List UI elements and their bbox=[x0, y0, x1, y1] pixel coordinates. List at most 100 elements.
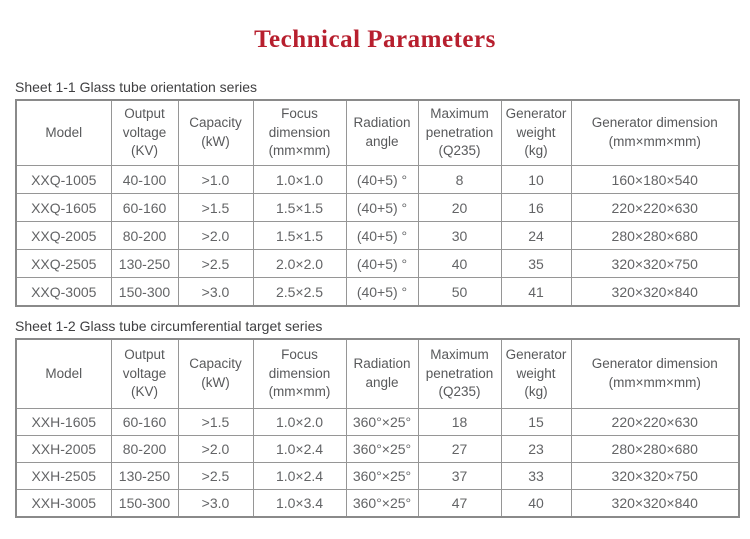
table-cell: XXH-1605 bbox=[15, 408, 112, 436]
table-cell: 18 bbox=[417, 408, 502, 436]
table-cell: 1.0×1.0 bbox=[252, 165, 347, 194]
table-cell: (40+5) ° bbox=[345, 221, 419, 250]
table-cell: XXQ-3005 bbox=[15, 277, 112, 307]
table-cell: 360°×25° bbox=[345, 462, 419, 490]
table-header: Model Output voltage (KV) Capacity (kW) Foc… bbox=[15, 338, 740, 409]
glass-tube-orientation-table: Model Output voltage (KV) Capacity (kW) Foc… bbox=[15, 99, 740, 307]
table-cell: XXH-2005 bbox=[15, 435, 112, 463]
table-cell: >2.5 bbox=[177, 462, 254, 490]
table-row: XXH-3005 150-300 >3.0 1.0×3.4 360°×25° 47 40 32… bbox=[15, 489, 740, 518]
table-cell: 1.0×3.4 bbox=[252, 489, 347, 518]
table-cell: XXQ-2005 bbox=[15, 221, 112, 250]
header-cell: Radiation angle bbox=[345, 99, 419, 166]
table-cell: 1.0×2.4 bbox=[252, 462, 347, 490]
table-row: XXH-2005 80-200 >2.0 1.0×2.4 360°×25° 27 23 280… bbox=[15, 435, 740, 463]
table-row: XXQ-1605 60-160 >1.5 1.5×1.5 (40+5) ° 20 16 220… bbox=[15, 193, 740, 222]
table-cell: 150-300 bbox=[110, 277, 179, 307]
table-row: XXQ-2005 80-200 >2.0 1.5×1.5 (40+5) ° 30 24 280… bbox=[15, 221, 740, 250]
table-cell: 280×280×680 bbox=[570, 435, 740, 463]
table-cell: 280×280×680 bbox=[570, 221, 740, 250]
header-cell: Capacity (kW) bbox=[177, 338, 254, 409]
table-cell: 16 bbox=[500, 193, 572, 222]
header-cell: Maximum penetration (Q235) bbox=[417, 99, 502, 166]
table-cell: 320×320×840 bbox=[570, 489, 740, 518]
table-cell: (40+5) ° bbox=[345, 165, 419, 194]
table-cell: 30 bbox=[417, 221, 502, 250]
header-cell: Generator weight (kg) bbox=[500, 99, 572, 166]
table-cell: 320×320×750 bbox=[570, 249, 740, 278]
table-cell: 41 bbox=[500, 277, 572, 307]
table-cell: >3.0 bbox=[177, 277, 254, 307]
table-cell: 40 bbox=[417, 249, 502, 278]
table-row: XXQ-3005 150-300 >3.0 2.5×2.5 (40+5) ° 50 41 32… bbox=[15, 277, 740, 307]
table-cell: 40-100 bbox=[110, 165, 179, 194]
header-cell: Model bbox=[15, 338, 112, 409]
header-row: Model Output voltage (KV) Capacity (kW) Foc… bbox=[15, 338, 740, 409]
table-cell: >2.0 bbox=[177, 221, 254, 250]
table-cell: 33 bbox=[500, 462, 572, 490]
header-cell: Model bbox=[15, 99, 112, 166]
table-cell: 1.5×1.5 bbox=[252, 221, 347, 250]
sheet-1-1-caption: Sheet 1-1 Glass tube orientation series bbox=[15, 79, 258, 95]
table-cell: 37 bbox=[417, 462, 502, 490]
table-cell: XXQ-1605 bbox=[15, 193, 112, 222]
header-cell: Radiation angle bbox=[345, 338, 419, 409]
table-cell: 320×320×750 bbox=[570, 462, 740, 490]
table-cell: 35 bbox=[500, 249, 572, 278]
table-cell: 360°×25° bbox=[345, 408, 419, 436]
table-cell: (40+5) ° bbox=[345, 249, 419, 278]
table-cell: (40+5) ° bbox=[345, 193, 419, 222]
table-cell: XXH-2505 bbox=[15, 462, 112, 490]
page-title: Technical Parameters bbox=[254, 26, 496, 53]
table-cell: 80-200 bbox=[110, 221, 179, 250]
table-cell: 50 bbox=[417, 277, 502, 307]
table-cell: >3.0 bbox=[177, 489, 254, 518]
table-cell: 47 bbox=[417, 489, 502, 518]
table-cell: 24 bbox=[500, 221, 572, 250]
table-cell: 23 bbox=[500, 435, 572, 463]
table-cell: 2.0×2.0 bbox=[252, 249, 347, 278]
table-row: XXQ-2505 130-250 >2.5 2.0×2.0 (40+5) ° 40 35 32… bbox=[15, 249, 740, 278]
table-cell: 1.0×2.4 bbox=[252, 435, 347, 463]
table-cell: 27 bbox=[417, 435, 502, 463]
table-cell: >2.5 bbox=[177, 249, 254, 278]
table-cell: >1.0 bbox=[177, 165, 254, 194]
header-cell: Maximum penetration (Q235) bbox=[417, 338, 502, 409]
table-cell: 220×220×630 bbox=[570, 408, 740, 436]
table-cell: (40+5) ° bbox=[345, 277, 419, 307]
table-header: Model Output voltage (KV) Capacity (kW) Foc… bbox=[15, 99, 740, 166]
table-cell: XXH-3005 bbox=[15, 489, 112, 518]
table-cell: 130-250 bbox=[110, 249, 179, 278]
table-cell: 1.0×2.0 bbox=[252, 408, 347, 436]
table-cell: 40 bbox=[500, 489, 572, 518]
header-row: Model Output voltage (KV) Capacity (kW) Foc… bbox=[15, 99, 740, 166]
table-cell: 2.5×2.5 bbox=[252, 277, 347, 307]
table-cell: 15 bbox=[500, 408, 572, 436]
header-cell: Generator dimension (mm×mm×mm) bbox=[570, 338, 740, 409]
table-cell: XXQ-2505 bbox=[15, 249, 112, 278]
table-row: XXQ-1005 40-100 >1.0 1.0×1.0 (40+5) ° 8 10 160×… bbox=[15, 165, 740, 194]
header-cell: Generator dimension (mm×mm×mm) bbox=[570, 99, 740, 166]
sheet-1-2-caption: Sheet 1-2 Glass tube circumferential tar… bbox=[15, 318, 323, 334]
table-cell: 10 bbox=[500, 165, 572, 194]
table-cell: 320×320×840 bbox=[570, 277, 740, 307]
table-cell: >2.0 bbox=[177, 435, 254, 463]
table-row: XXH-1605 60-160 >1.5 1.0×2.0 360°×25° 18 15 220… bbox=[15, 408, 740, 436]
table-cell: 8 bbox=[417, 165, 502, 194]
table-cell: 60-160 bbox=[110, 408, 179, 436]
table-cell: 220×220×630 bbox=[570, 193, 740, 222]
glass-tube-circumferential-table: Model Output voltage (KV) Capacity (kW) Foc… bbox=[15, 338, 740, 518]
table-cell: >1.5 bbox=[177, 193, 254, 222]
table-cell: 160×180×540 bbox=[570, 165, 740, 194]
table-body: XXQ-1005 40-100 >1.0 1.0×1.0 (40+5) ° 8 10 160×… bbox=[15, 165, 740, 307]
table-cell: 60-160 bbox=[110, 193, 179, 222]
header-cell: Capacity (kW) bbox=[177, 99, 254, 166]
table-cell: XXQ-1005 bbox=[15, 165, 112, 194]
header-cell: Focus dimension (mm×mm) bbox=[252, 99, 347, 166]
table-cell: 360°×25° bbox=[345, 435, 419, 463]
table-cell: 150-300 bbox=[110, 489, 179, 518]
table-cell: 1.5×1.5 bbox=[252, 193, 347, 222]
header-cell: Generator weight (kg) bbox=[500, 338, 572, 409]
table-cell: 130-250 bbox=[110, 462, 179, 490]
